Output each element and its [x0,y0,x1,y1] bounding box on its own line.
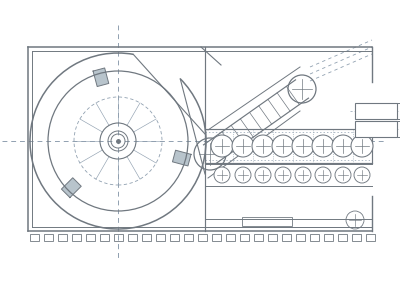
Circle shape [232,135,254,157]
Circle shape [275,167,291,183]
Circle shape [292,135,314,157]
Circle shape [335,167,351,183]
Bar [282,234,291,241]
Bar [212,234,221,241]
Bar [310,234,319,241]
Bar [355,121,397,137]
Bar [352,234,361,241]
Bar [355,103,397,119]
Bar [184,234,193,241]
Circle shape [315,167,331,183]
Bar [242,217,292,226]
Polygon shape [62,178,81,198]
Bar [114,234,123,241]
Bar [226,234,235,241]
Bar [72,234,81,241]
Bar [366,234,375,241]
Circle shape [351,135,373,157]
Circle shape [272,135,294,157]
Bar [296,234,305,241]
Bar [30,234,39,241]
Circle shape [214,167,230,183]
Bar [268,234,277,241]
Bar [128,234,137,241]
Circle shape [295,167,311,183]
Circle shape [255,167,271,183]
Circle shape [252,135,274,157]
Bar [86,234,95,241]
Bar [240,234,249,241]
Bar [324,234,333,241]
Circle shape [235,167,251,183]
Polygon shape [93,68,109,86]
Bar [170,234,179,241]
Bar [142,234,151,241]
Circle shape [354,167,370,183]
Circle shape [211,135,233,157]
Bar [58,234,67,241]
Bar [254,234,263,241]
Bar [198,234,207,241]
Bar [100,234,109,241]
Bar [156,234,165,241]
Polygon shape [172,150,191,166]
Bar [338,234,347,241]
Bar [44,234,53,241]
Circle shape [312,135,334,157]
Circle shape [332,135,354,157]
